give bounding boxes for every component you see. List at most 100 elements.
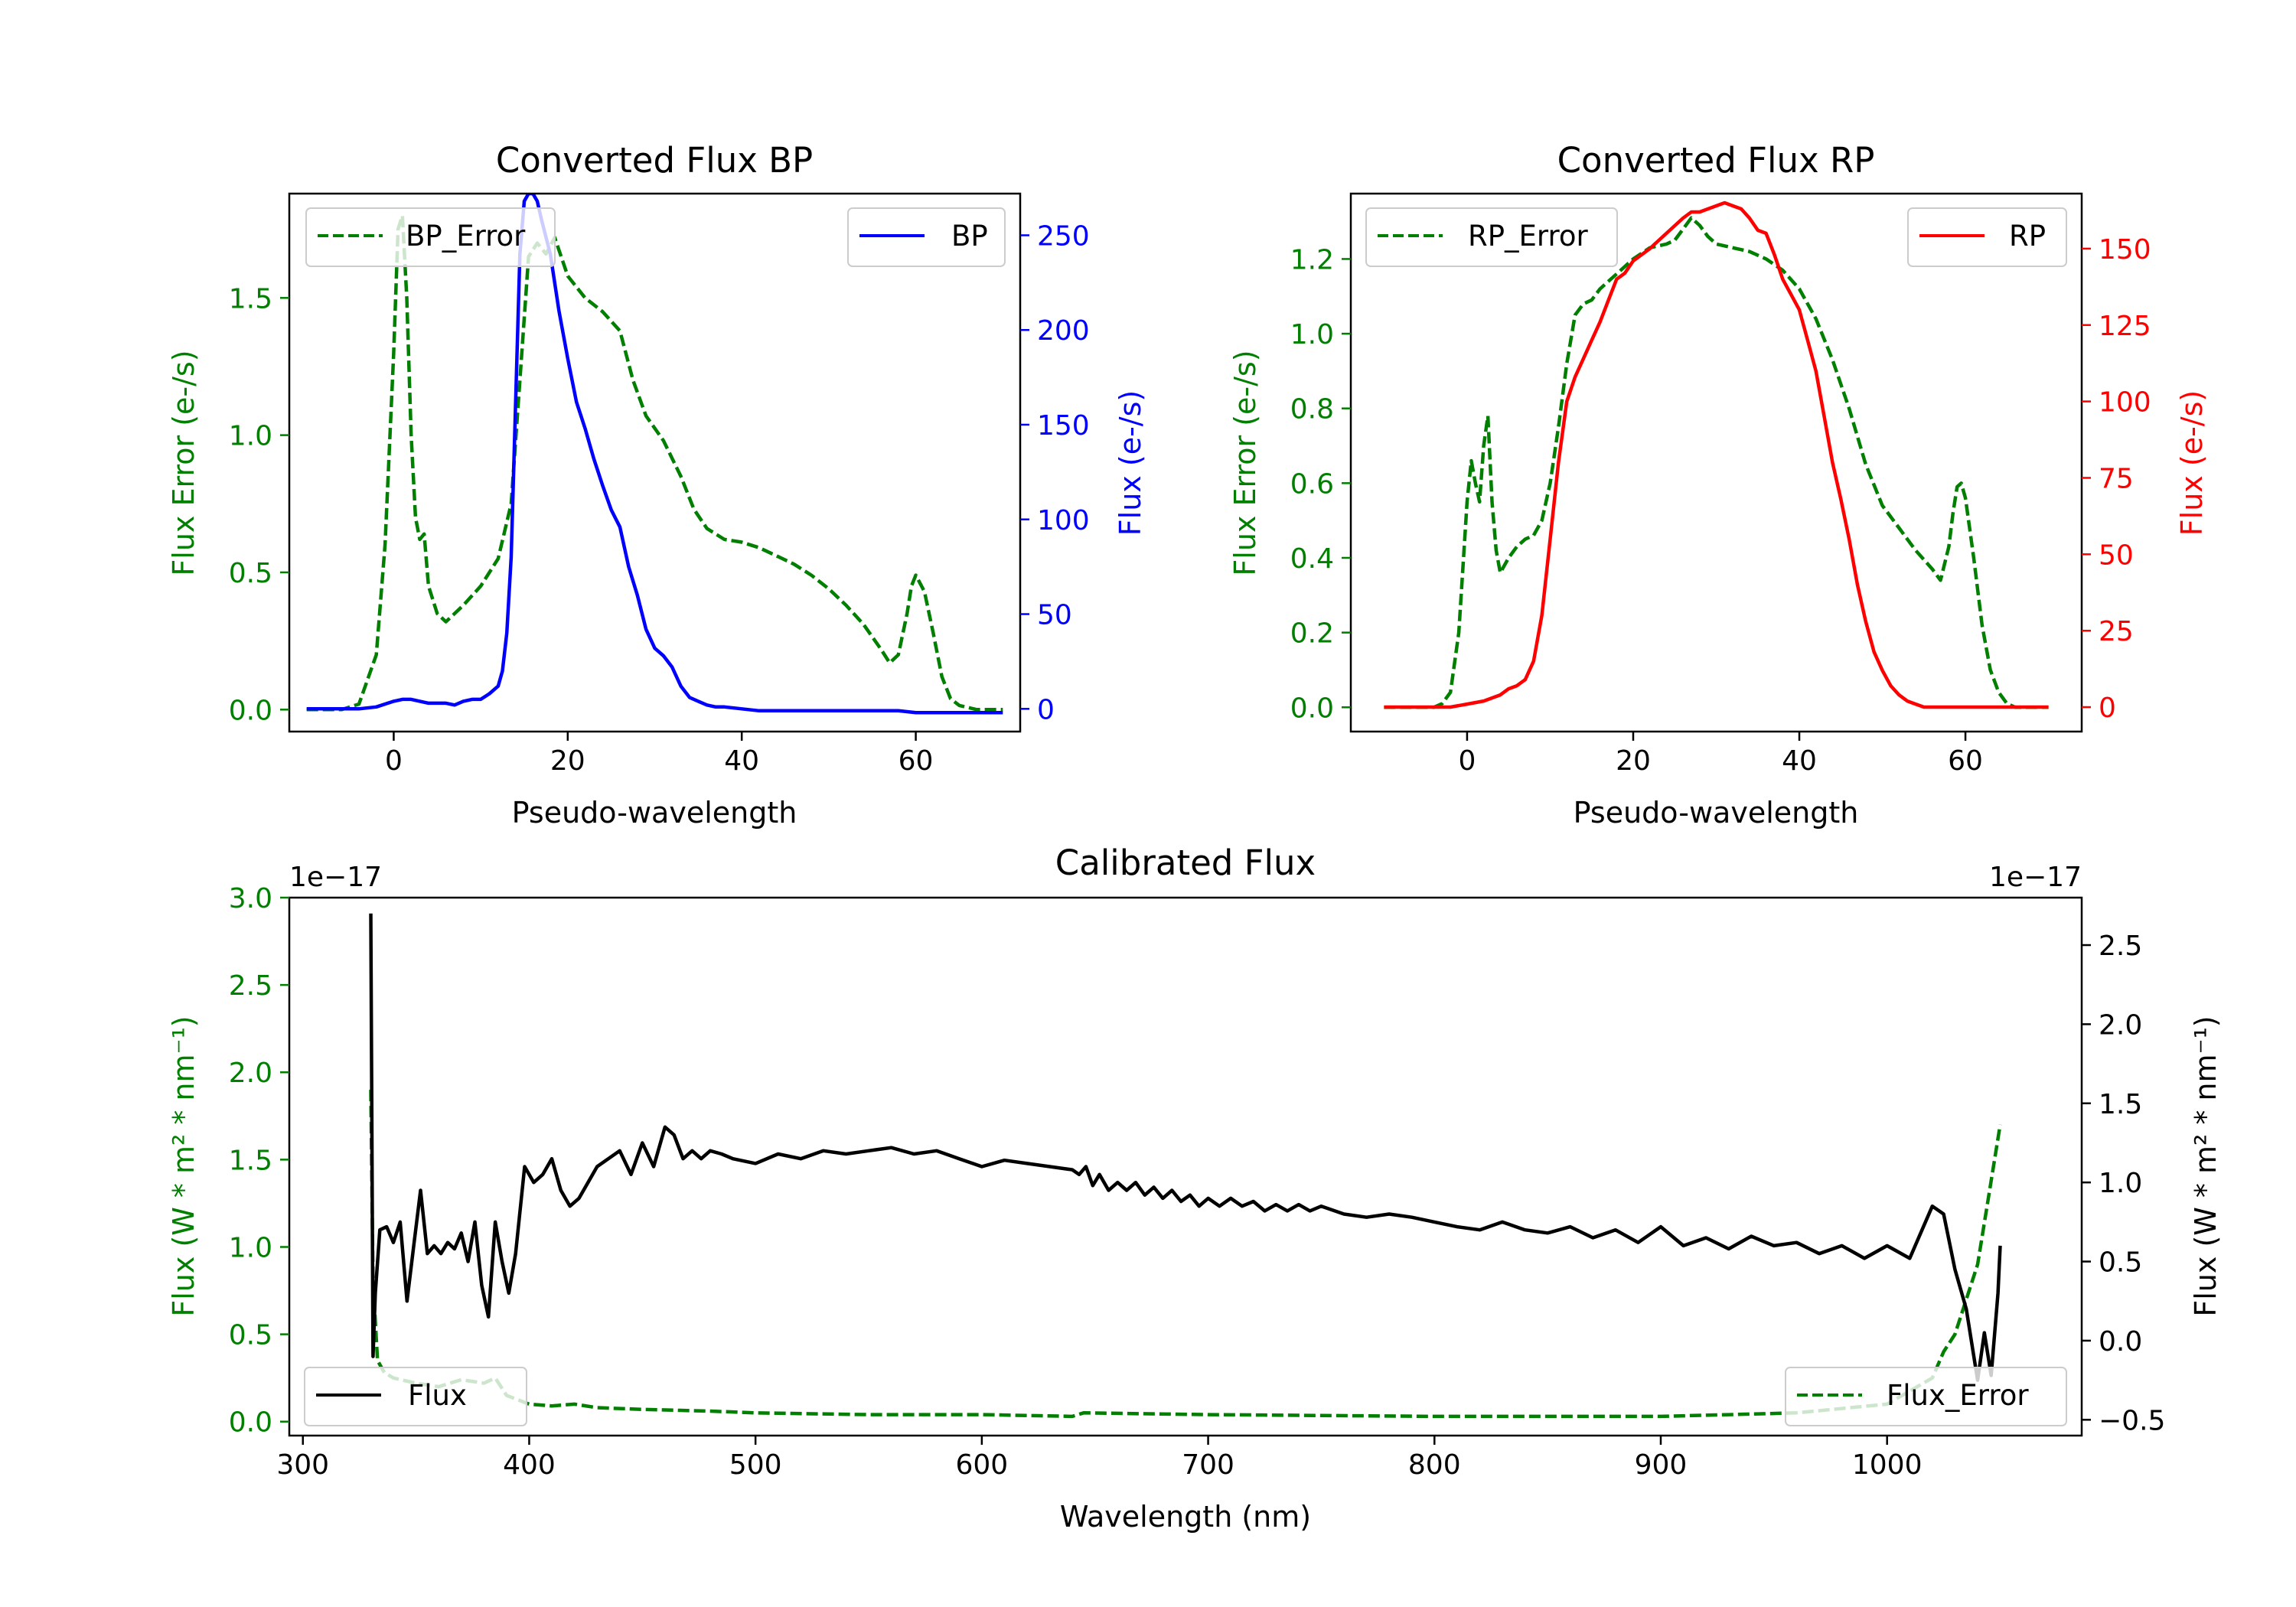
rp-series-rp-line bbox=[1384, 200, 2049, 709]
calibrated-ylabel-left: Flux (W * m² * nm⁻¹) bbox=[167, 1015, 201, 1316]
bp-ytick-right-label: 100 bbox=[1037, 505, 1090, 536]
calibrated-xtick-label: 300 bbox=[276, 1449, 329, 1481]
rp-ylabel-right: Flux (e-/s) bbox=[2175, 390, 2209, 536]
calibrated-offset-right: 1e−17 bbox=[1989, 862, 2082, 893]
calibrated-legend-error-label: Flux_Error bbox=[1887, 1379, 2029, 1412]
bp-ytick-left-label: 0.0 bbox=[229, 695, 272, 726]
rp-xtick-label: 40 bbox=[1782, 745, 1817, 777]
rp-ytick-left-label: 1.0 bbox=[1290, 319, 1334, 350]
bp-xtick-label: 40 bbox=[724, 745, 759, 777]
calibrated-legend-left: Flux bbox=[304, 1367, 527, 1426]
bp-legend-flux-label: BP bbox=[951, 220, 988, 253]
rp-ytick-right-label: 0 bbox=[2099, 693, 2116, 724]
calibrated-xlabel: Wavelength (nm) bbox=[1060, 1500, 1311, 1534]
bp-series-bp-error-line bbox=[306, 214, 1003, 712]
calibrated-ytick-left-label: 3.0 bbox=[229, 883, 272, 914]
rp-ytick-right-label: 100 bbox=[2099, 387, 2151, 419]
calibrated-ytick-left-label: 1.5 bbox=[229, 1145, 272, 1176]
bp-xtick-label: 20 bbox=[550, 745, 585, 777]
bp-xtick-label: 0 bbox=[385, 745, 403, 777]
rp-ytick-left-label: 0.0 bbox=[1290, 693, 1334, 724]
calibrated-ytick-right-label: 1.0 bbox=[2099, 1168, 2142, 1199]
bp-ytick-right-label: 50 bbox=[1037, 600, 1072, 631]
calibrated-legend-right-box bbox=[1785, 1367, 2067, 1426]
rp-ytick-right-label: 150 bbox=[2099, 234, 2151, 266]
calibrated-legend-right: Flux_Error bbox=[1785, 1367, 2067, 1426]
rp-ytick-right-label: 25 bbox=[2099, 616, 2134, 647]
rp-xtick-label: 0 bbox=[1458, 745, 1476, 777]
bp-ytick-right-label: 150 bbox=[1037, 410, 1090, 442]
rp-panel: Converted Flux RP 0 20 40 60 0.0 0.2 0.4 0.6 0.8… bbox=[1228, 140, 2209, 830]
calibrated-ytick-left-label: 0.5 bbox=[229, 1320, 272, 1351]
bp-xtick-label: 60 bbox=[899, 745, 934, 777]
calibrated-ytick-left-label: 2.5 bbox=[229, 970, 272, 1002]
bp-plot-area bbox=[306, 194, 1003, 715]
bp-legend-error-label: BP_Error bbox=[406, 220, 526, 253]
rp-ytick-left-label: 0.6 bbox=[1290, 468, 1334, 500]
bp-ytick-right-label: 200 bbox=[1037, 315, 1090, 347]
calibrated-axes-frame bbox=[288, 896, 2083, 1437]
rp-legend-left: RP_Error bbox=[1365, 207, 1618, 267]
rp-legend-right: RP bbox=[1907, 207, 2067, 267]
calibrated-xtick-label: 1000 bbox=[1852, 1449, 1923, 1481]
calibrated-ytick-left-label: 0.0 bbox=[229, 1407, 272, 1439]
calibrated-ytick-left-label: 2.0 bbox=[229, 1058, 272, 1089]
rp-xlabel: Pseudo-wavelength bbox=[1574, 796, 1859, 830]
rp-plot-area bbox=[1384, 200, 2049, 709]
calibrated-xtick-label: 800 bbox=[1408, 1449, 1461, 1481]
bp-legend-left-box bbox=[305, 207, 556, 267]
calibrated-ytick-right-label: 2.5 bbox=[2099, 931, 2142, 962]
rp-ytick-right-label: 75 bbox=[2099, 463, 2134, 494]
calibrated-xtick-label: 600 bbox=[956, 1449, 1009, 1481]
calibrated-xtick-label: 500 bbox=[729, 1449, 782, 1481]
rp-ytick-left-label: 1.2 bbox=[1290, 244, 1334, 275]
rp-axes-frame bbox=[1349, 192, 2083, 733]
bp-ytick-right-label: 250 bbox=[1037, 220, 1090, 252]
bp-legend-right-box bbox=[847, 207, 1006, 267]
rp-title: Converted Flux RP bbox=[1557, 140, 1875, 181]
rp-ytick-left-label: 0.8 bbox=[1290, 394, 1334, 425]
calibrated-ytick-left-label: 1.0 bbox=[229, 1232, 272, 1263]
rp-ytick-left-label: 0.4 bbox=[1290, 543, 1334, 575]
calibrated-ylabel-right: Flux (W * m² * nm⁻¹) bbox=[2189, 1015, 2223, 1316]
bp-panel: Converted Flux BP 0 20 40 60 0.0 0.5 1.0 1.5 0 50… bbox=[167, 140, 1147, 830]
bp-ticks: 0 20 40 60 0.0 0.5 1.0 1.5 0 50 100 150 200 250 bbox=[229, 220, 1090, 777]
calibrated-panel: Calibrated Flux 300 400 500 600 700 800 900 100… bbox=[167, 843, 2223, 1534]
calibrated-offset-left: 1e−17 bbox=[289, 862, 382, 893]
rp-ticks: 0 20 40 60 0.0 0.2 0.4 0.6 0.8 1.0 1.2 0 25 50 75 100 12… bbox=[1290, 234, 2151, 777]
bp-ylabel-left: Flux Error (e-/s) bbox=[167, 350, 201, 575]
rp-ytick-left-label: 0.2 bbox=[1290, 618, 1334, 650]
rp-ytick-right-label: 50 bbox=[2099, 539, 2134, 571]
calibrated-ytick-right-label: −0.5 bbox=[2099, 1405, 2165, 1436]
rp-legend-left-box bbox=[1365, 207, 1618, 267]
calibrated-xtick-label: 900 bbox=[1635, 1449, 1688, 1481]
bp-xlabel: Pseudo-wavelength bbox=[512, 796, 797, 830]
bp-ylabel-right: Flux (e-/s) bbox=[1114, 390, 1147, 536]
rp-ylabel-left: Flux Error (e-/s) bbox=[1228, 350, 1262, 575]
rp-xtick-label: 60 bbox=[1948, 745, 1983, 777]
calibrated-legend-flux-label: Flux bbox=[408, 1379, 467, 1412]
bp-axes-frame bbox=[288, 192, 1022, 733]
calibrated-ticks: 300 400 500 600 700 800 900 1000 0.0 0.5 1.0 1.5 2.0… bbox=[229, 883, 2166, 1481]
bp-ytick-left-label: 0.5 bbox=[229, 558, 272, 589]
bp-legend-left: BP_Error bbox=[305, 207, 556, 267]
bp-ytick-left-label: 1.0 bbox=[229, 421, 272, 452]
calibrated-xtick-label: 700 bbox=[1182, 1449, 1234, 1481]
rp-legend-right-box bbox=[1907, 207, 2067, 267]
calibrated-title: Calibrated Flux bbox=[1055, 843, 1316, 883]
calibrated-ytick-right-label: 0.0 bbox=[2099, 1326, 2142, 1358]
bp-ytick-right-label: 0 bbox=[1037, 694, 1055, 725]
calibrated-xtick-label: 400 bbox=[503, 1449, 556, 1481]
calibrated-series-flux-line bbox=[369, 913, 2002, 1382]
rp-ytick-right-label: 125 bbox=[2099, 311, 2151, 342]
calibrated-ytick-right-label: 0.5 bbox=[2099, 1247, 2142, 1279]
calibrated-legend-left-box bbox=[304, 1367, 527, 1426]
bp-legend-right: BP bbox=[847, 207, 1006, 267]
bp-title: Converted Flux BP bbox=[496, 140, 813, 181]
rp-xtick-label: 20 bbox=[1616, 745, 1651, 777]
bp-series-bp-line bbox=[306, 194, 1003, 715]
rp-legend-flux-label: RP bbox=[2009, 220, 2046, 253]
calibrated-ytick-right-label: 1.5 bbox=[2099, 1089, 2142, 1120]
